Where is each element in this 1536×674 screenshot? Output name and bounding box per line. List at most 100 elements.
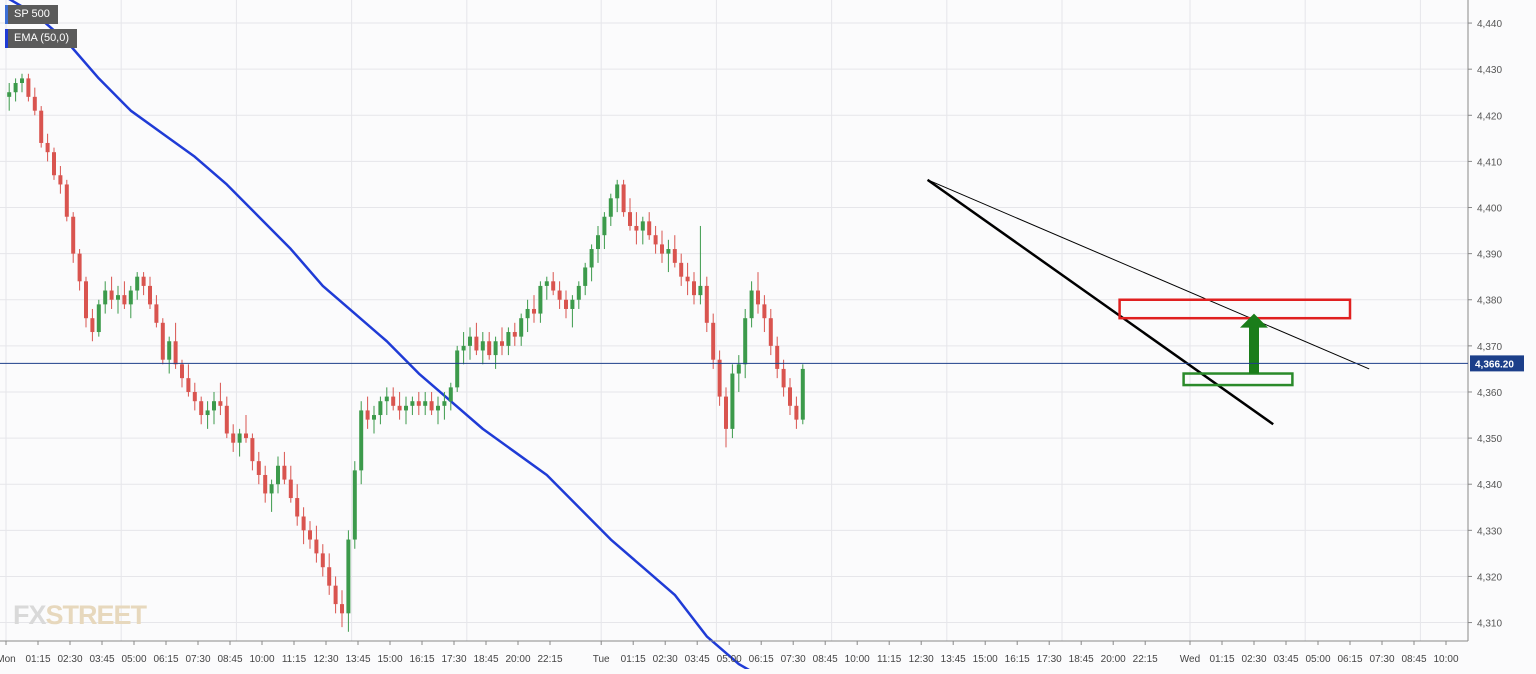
candle-up (596, 225, 600, 263)
x-tick-label: 06:15 (749, 654, 774, 665)
candle-body (269, 484, 274, 494)
y-tick-label: 4,410 (1477, 157, 1502, 168)
candle-body (96, 304, 101, 333)
candle-body (423, 401, 428, 406)
candle-down (397, 391, 402, 420)
candle-down (148, 276, 152, 309)
candle-down (90, 308, 95, 342)
x-tick-label: 16:15 (1005, 654, 1030, 665)
x-tick-label: 03:45 (685, 654, 710, 665)
candle-body (237, 433, 242, 443)
candle-body (442, 401, 447, 406)
candle-body (352, 470, 357, 540)
y-tick-label: 4,320 (1477, 572, 1502, 583)
candle-down (551, 272, 556, 296)
candle-body (800, 368, 805, 420)
candle-up (736, 355, 741, 392)
candle-down (365, 396, 370, 429)
symbol-legend[interactable]: SP 500 (5, 5, 58, 24)
candle-up (800, 364, 805, 425)
candle-body (538, 285, 543, 314)
candle-up (544, 276, 549, 300)
x-tick-label: 03:45 (89, 654, 114, 665)
candle-body (295, 498, 300, 517)
candle-body (615, 184, 620, 199)
candle-body (692, 281, 696, 296)
candle-body (461, 345, 466, 351)
candle-body (634, 225, 639, 231)
candle-up (436, 396, 440, 425)
candle-body (660, 244, 664, 254)
candle-body (84, 281, 88, 319)
candle-body (276, 465, 280, 485)
candle-up (20, 73, 24, 93)
candle-body (32, 96, 37, 111)
candle-body (564, 299, 568, 309)
candle-body (576, 285, 581, 300)
axis-layer: 4,310 4,320 4,330 4,340 4,350 4,360 4,370 4,380… (0, 0, 1524, 665)
candle-body (160, 322, 165, 360)
candle-body (762, 304, 767, 319)
candle-body (416, 401, 421, 406)
candle-down (295, 484, 300, 526)
candle-down (122, 281, 127, 309)
candle-body (487, 341, 492, 356)
candle-body (544, 281, 549, 286)
trendline-steep (926, 178, 1274, 426)
candle-body (653, 235, 658, 245)
candle-down (756, 272, 760, 314)
candle-down (180, 359, 184, 388)
ema-swatch (5, 29, 8, 48)
x-tick-label: 01:15 (621, 654, 646, 665)
candle-down (154, 295, 159, 328)
candle-body (621, 184, 626, 213)
candle-body (724, 396, 728, 429)
candle-down (58, 166, 63, 194)
x-tick-label: 10:00 (1433, 654, 1458, 665)
candle-down (647, 212, 652, 240)
candle-body (173, 341, 178, 365)
candle-up (583, 262, 588, 296)
candle-body (26, 78, 31, 97)
candle-body (7, 92, 12, 97)
candle-down (391, 387, 396, 411)
x-tick-label: 03:45 (1273, 654, 1298, 665)
candle-body (224, 405, 229, 434)
candle-down (288, 465, 293, 503)
candle-body (13, 83, 18, 93)
candle-up (576, 281, 581, 309)
candle-up (538, 281, 543, 323)
candle-body (180, 364, 184, 379)
candle-down (564, 290, 568, 319)
candle-body (346, 539, 351, 614)
candle-down (628, 198, 632, 231)
candle-down (762, 295, 767, 333)
y-tick-label: 4,350 (1477, 434, 1502, 445)
x-tick-label: 08:45 (1401, 654, 1426, 665)
candle-body (519, 318, 524, 337)
x-tick-label: 13:45 (345, 654, 370, 665)
candle-down (717, 350, 722, 406)
candle-body (602, 216, 607, 236)
support-zone (1182, 372, 1294, 387)
candle-down (160, 318, 165, 365)
x-tick-label: 20:00 (1101, 654, 1126, 665)
x-tick-label: Tue (593, 654, 610, 665)
ema-legend[interactable]: EMA (50,0) (5, 29, 78, 48)
x-tick-label: 11:15 (877, 654, 902, 665)
candle-up (602, 212, 607, 250)
candle-body (250, 438, 255, 462)
candle-body (103, 290, 108, 305)
y-tick-label: 4,380 (1477, 296, 1502, 307)
candle-up (743, 308, 748, 379)
x-tick-label: 02:30 (653, 654, 678, 665)
candle-body (493, 341, 498, 356)
candle-body (397, 405, 402, 411)
candle-body (148, 285, 152, 305)
candle-up (96, 299, 101, 337)
candle-body (410, 401, 415, 406)
candle-down (704, 276, 709, 333)
x-tick-label: 15:00 (377, 654, 402, 665)
